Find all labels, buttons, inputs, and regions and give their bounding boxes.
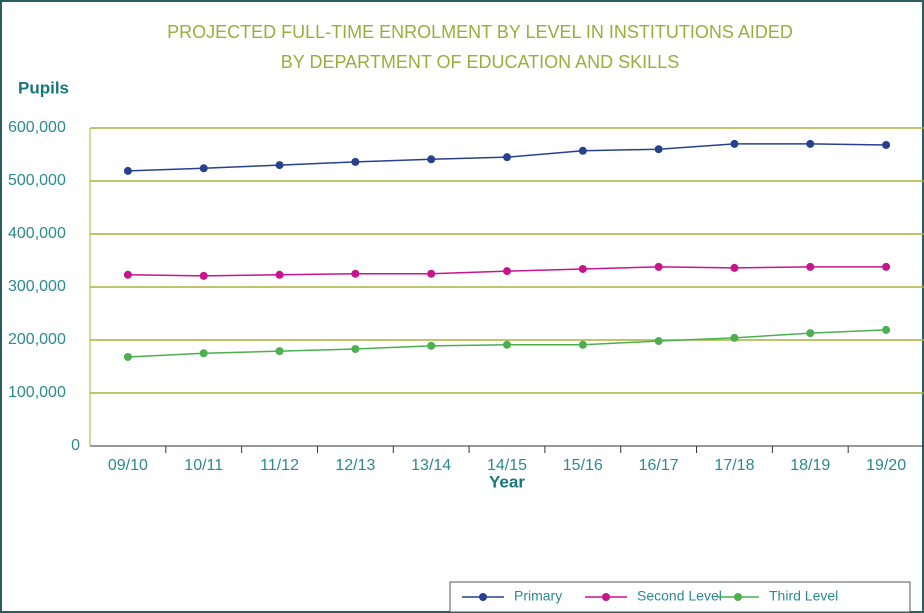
y-axis-label: Pupils <box>18 78 69 97</box>
data-point <box>427 341 436 350</box>
legend-label: Second Level <box>637 588 722 604</box>
data-point <box>882 262 891 271</box>
legend-marker <box>602 593 610 601</box>
legend-label: Primary <box>514 588 562 604</box>
data-point <box>275 270 284 279</box>
data-point <box>654 262 663 271</box>
data-point <box>730 263 739 272</box>
data-point <box>351 345 360 354</box>
legend-marker <box>479 593 487 601</box>
x-tick-label: 09/10 <box>108 457 148 474</box>
x-tick-label: 16/17 <box>639 457 679 474</box>
legend-marker <box>734 593 742 601</box>
data-point <box>578 340 587 349</box>
x-tick-label: 18/19 <box>790 457 830 474</box>
data-point <box>578 264 587 273</box>
y-tick-label: 200,000 <box>8 331 66 348</box>
data-point <box>351 269 360 278</box>
y-tick-label: 400,000 <box>8 225 66 242</box>
data-point <box>806 329 815 338</box>
data-point <box>730 333 739 342</box>
y-tick-label: 600,000 <box>8 119 66 136</box>
x-axis-label: Year <box>489 472 525 491</box>
y-tick-label: 300,000 <box>8 278 66 295</box>
chart-title: PROJECTED FULL-TIME ENROLMENT BY LEVEL I… <box>167 22 793 42</box>
x-tick-label: 13/14 <box>411 457 451 474</box>
data-point <box>654 337 663 346</box>
data-point <box>882 140 891 149</box>
data-point <box>199 349 208 358</box>
x-tick-label: 10/11 <box>184 457 223 474</box>
legend-label: Third Level <box>769 588 838 604</box>
data-point <box>123 270 132 279</box>
data-point <box>275 161 284 170</box>
data-point <box>730 139 739 148</box>
data-point <box>123 166 132 175</box>
data-point <box>427 269 436 278</box>
data-point <box>806 139 815 148</box>
data-point <box>578 146 587 155</box>
x-tick-label: 11/12 <box>260 457 299 474</box>
x-tick-label: 14/15 <box>487 457 527 474</box>
data-point <box>654 145 663 154</box>
data-point <box>199 164 208 173</box>
y-tick-label: 100,000 <box>8 384 66 401</box>
data-point <box>427 155 436 164</box>
data-point <box>275 347 284 356</box>
data-point <box>503 153 511 162</box>
data-point <box>806 262 815 271</box>
legend <box>449 581 911 613</box>
data-point <box>882 325 891 334</box>
data-point <box>351 157 360 166</box>
data-point <box>503 267 511 276</box>
x-tick-label: 17/18 <box>714 457 754 474</box>
chart-title: BY DEPARTMENT OF EDUCATION AND SKILLS <box>281 52 679 72</box>
data-point <box>503 340 511 349</box>
x-tick-label: 12/13 <box>335 457 375 474</box>
x-tick-label: 15/16 <box>563 457 603 474</box>
x-tick-label: 19/20 <box>866 457 906 474</box>
data-point <box>199 271 208 280</box>
y-tick-label: 0 <box>71 437 80 454</box>
data-point <box>123 352 132 361</box>
y-tick-label: 500,000 <box>8 172 66 189</box>
